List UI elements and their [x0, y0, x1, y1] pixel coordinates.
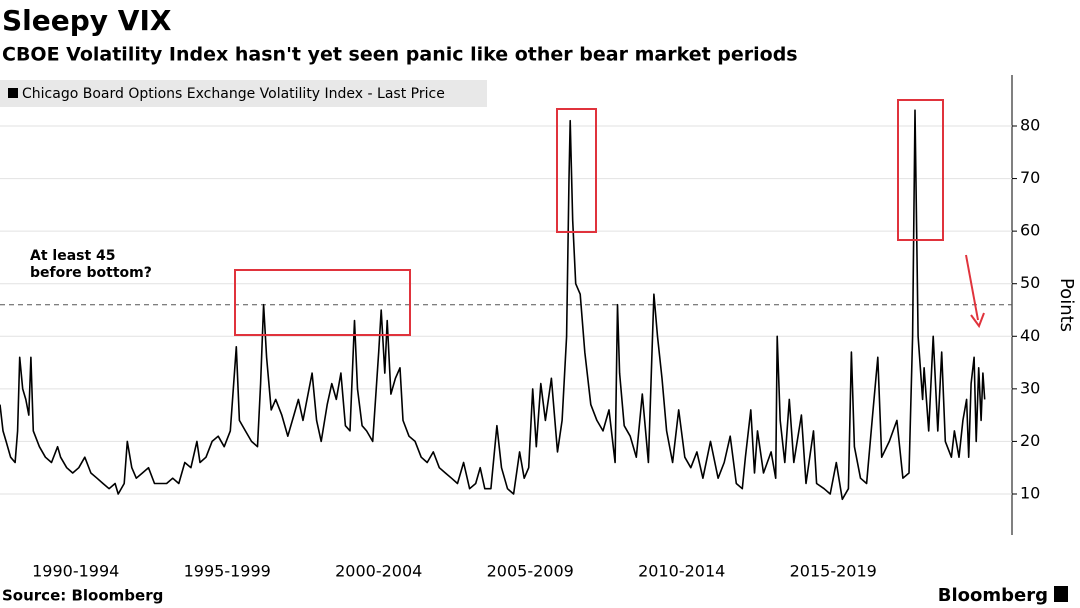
plot-area: 10 20 30 40 50 60 70 80 1990-1994 1995-1999 2000-2… [0, 109, 1040, 581]
y-tick-label: 30 [1020, 378, 1040, 397]
y-tick-label: 50 [1020, 273, 1040, 292]
annotation: before bottom? [30, 265, 152, 281]
chart-title: Sleepy VIX [2, 4, 172, 37]
chart-subtitle: CBOE Volatility Index hasn't yet seen pa… [2, 44, 798, 66]
legend-box [0, 80, 487, 107]
y-tick-label: 60 [1020, 221, 1040, 240]
highlights [234, 99, 985, 336]
y-tick-label: 80 [1020, 115, 1040, 134]
y-tick-label: 10 [1020, 483, 1040, 502]
logo-icon [1054, 586, 1068, 602]
arrow-head [970, 312, 985, 329]
x-tick-label: 1995-1999 [184, 562, 271, 581]
logo: Bloomberg [938, 585, 1048, 606]
source: Source: Bloomberg [2, 587, 163, 605]
x-tick-label: 1990-1994 [32, 562, 119, 581]
annotation: At least 45 [30, 248, 116, 264]
highlight-box [234, 269, 411, 336]
x-tick-label: 2000-2004 [335, 562, 422, 581]
highlight-box [897, 99, 944, 241]
y-axis-label: Points [1056, 278, 1077, 332]
y-tick-label: 20 [1020, 431, 1040, 450]
series-line [0, 109, 986, 501]
arrow [965, 254, 979, 321]
x-tick-label: 2005-2009 [487, 562, 574, 581]
y-tick-label: 70 [1020, 168, 1040, 187]
x-tick-label: 2015-2019 [790, 562, 877, 581]
y-tick-label: 40 [1020, 326, 1040, 345]
legend-swatch [8, 88, 18, 98]
x-tick-label: 2010-2014 [638, 562, 725, 581]
legend-label: Chicago Board Options Exchange Volatilit… [22, 86, 445, 102]
highlight-box [556, 108, 597, 233]
